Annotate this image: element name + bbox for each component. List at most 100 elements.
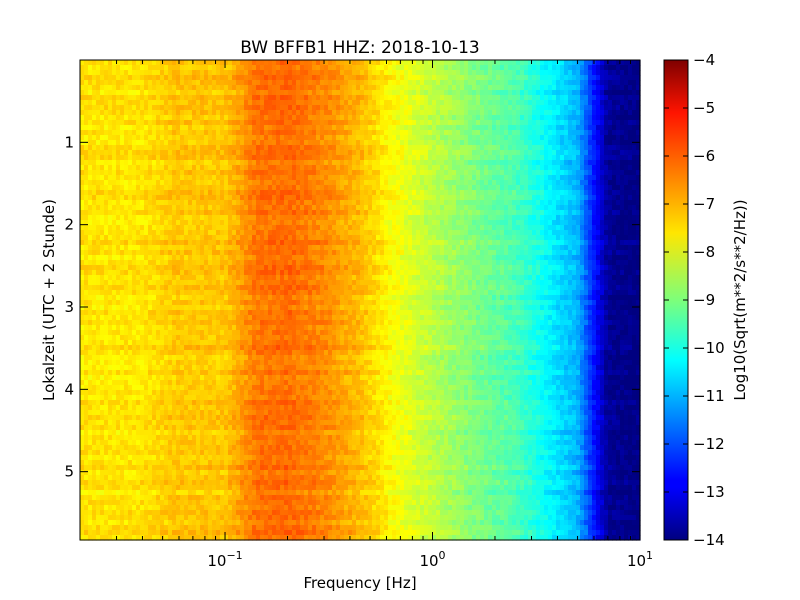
spectrogram-cell xyxy=(440,65,445,71)
spectrogram-cell xyxy=(636,90,641,96)
spectrogram-cell xyxy=(216,165,221,171)
spectrogram-cell xyxy=(116,190,121,196)
spectrogram-cell xyxy=(96,150,101,156)
spectrogram-cell xyxy=(324,60,329,66)
spectrogram-cell xyxy=(392,130,397,136)
spectrogram-cell xyxy=(264,180,269,186)
spectrogram-cell xyxy=(400,120,405,126)
spectrogram-cell xyxy=(328,85,333,91)
spectrogram-cell xyxy=(212,105,217,111)
spectrogram-cell xyxy=(616,185,621,191)
spectrogram-cell xyxy=(616,70,621,76)
spectrogram-cell xyxy=(416,215,421,221)
spectrogram-cell xyxy=(404,115,409,121)
spectrogram-cell xyxy=(388,115,393,121)
spectrogram-cell xyxy=(508,145,513,151)
spectrogram-cell xyxy=(148,230,153,236)
spectrogram-cell xyxy=(312,220,317,226)
spectrogram-cell xyxy=(512,170,517,176)
spectrogram-cell xyxy=(584,135,589,141)
spectrogram-cell xyxy=(512,140,517,146)
spectrogram-cell xyxy=(404,220,409,226)
spectrogram-cell xyxy=(276,180,281,186)
spectrogram-cell xyxy=(140,95,145,101)
spectrogram-cell xyxy=(508,190,513,196)
spectrogram-cell xyxy=(440,155,445,161)
spectrogram-cell xyxy=(296,205,301,211)
spectrogram-cell xyxy=(356,95,361,101)
spectrogram-cell xyxy=(544,145,549,151)
spectrogram-cell xyxy=(548,225,553,231)
spectrogram-cell xyxy=(476,200,481,206)
spectrogram-cell xyxy=(592,215,597,221)
spectrogram-cell xyxy=(520,60,525,66)
spectrogram-cell xyxy=(552,175,557,181)
spectrogram-cell xyxy=(320,145,325,151)
spectrogram-cell xyxy=(448,190,453,196)
spectrogram-cell xyxy=(472,200,477,206)
spectrogram-cell xyxy=(80,135,85,141)
spectrogram-cell xyxy=(596,160,601,166)
spectrogram-cell xyxy=(84,70,89,76)
spectrogram-cell xyxy=(432,65,437,71)
spectrogram-cell xyxy=(228,175,233,181)
spectrogram-cell xyxy=(428,145,433,151)
spectrogram-cell xyxy=(280,150,285,156)
spectrogram-cell xyxy=(280,190,285,196)
spectrogram-cell xyxy=(636,75,641,81)
spectrogram-cell xyxy=(180,115,185,121)
spectrogram-cell xyxy=(228,185,233,191)
spectrogram-cell xyxy=(428,170,433,176)
spectrogram-cell xyxy=(132,145,137,151)
spectrogram-cell xyxy=(324,185,329,191)
spectrogram-cell xyxy=(596,205,601,211)
spectrogram-cell xyxy=(572,65,577,71)
spectrogram-cell xyxy=(336,105,341,111)
spectrogram-cell xyxy=(92,165,97,171)
spectrogram-cell xyxy=(272,210,277,216)
spectrogram-cell xyxy=(316,195,321,201)
spectrogram-cell xyxy=(336,140,341,146)
spectrogram-cell xyxy=(332,130,337,136)
spectrogram-cell xyxy=(504,165,509,171)
spectrogram-cell xyxy=(268,100,273,106)
spectrogram-cell xyxy=(132,80,137,86)
spectrogram-cell xyxy=(520,115,525,121)
spectrogram-cell xyxy=(512,65,517,71)
spectrogram-cell xyxy=(164,150,169,156)
spectrogram-cell xyxy=(152,115,157,121)
spectrogram-cell xyxy=(264,130,269,136)
spectrogram-cell xyxy=(96,75,101,81)
spectrogram-cell xyxy=(532,95,537,101)
spectrogram-cell xyxy=(532,60,537,66)
spectrogram-cell xyxy=(456,135,461,141)
spectrogram-cell xyxy=(312,130,317,136)
spectrogram-cell xyxy=(172,220,177,226)
spectrogram-cell xyxy=(556,150,561,156)
spectrogram-cell xyxy=(496,155,501,161)
spectrogram-cell xyxy=(584,75,589,81)
spectrogram-cell xyxy=(424,215,429,221)
spectrogram-cell xyxy=(520,65,525,71)
spectrogram-cell xyxy=(152,60,157,66)
spectrogram-cell xyxy=(80,95,85,101)
spectrogram-cell xyxy=(152,85,157,91)
spectrogram-cell xyxy=(472,130,477,136)
spectrogram-cell xyxy=(624,155,629,161)
spectrogram-cell xyxy=(488,85,493,91)
spectrogram-cell xyxy=(444,135,449,141)
spectrogram-cell xyxy=(124,115,129,121)
spectrogram-cell xyxy=(504,205,509,211)
spectrogram-cell xyxy=(144,180,149,186)
spectrogram-cell xyxy=(292,85,297,91)
spectrogram-cell xyxy=(276,170,281,176)
spectrogram-cell xyxy=(128,125,133,131)
spectrogram-cell xyxy=(340,230,345,236)
spectrogram-cell xyxy=(184,175,189,181)
spectrogram-cell xyxy=(348,165,353,171)
spectrogram-cell xyxy=(224,235,229,241)
spectrogram-cell xyxy=(400,180,405,186)
spectrogram-cell xyxy=(420,175,425,181)
spectrogram-cell xyxy=(236,160,241,166)
spectrogram-cell xyxy=(292,150,297,156)
